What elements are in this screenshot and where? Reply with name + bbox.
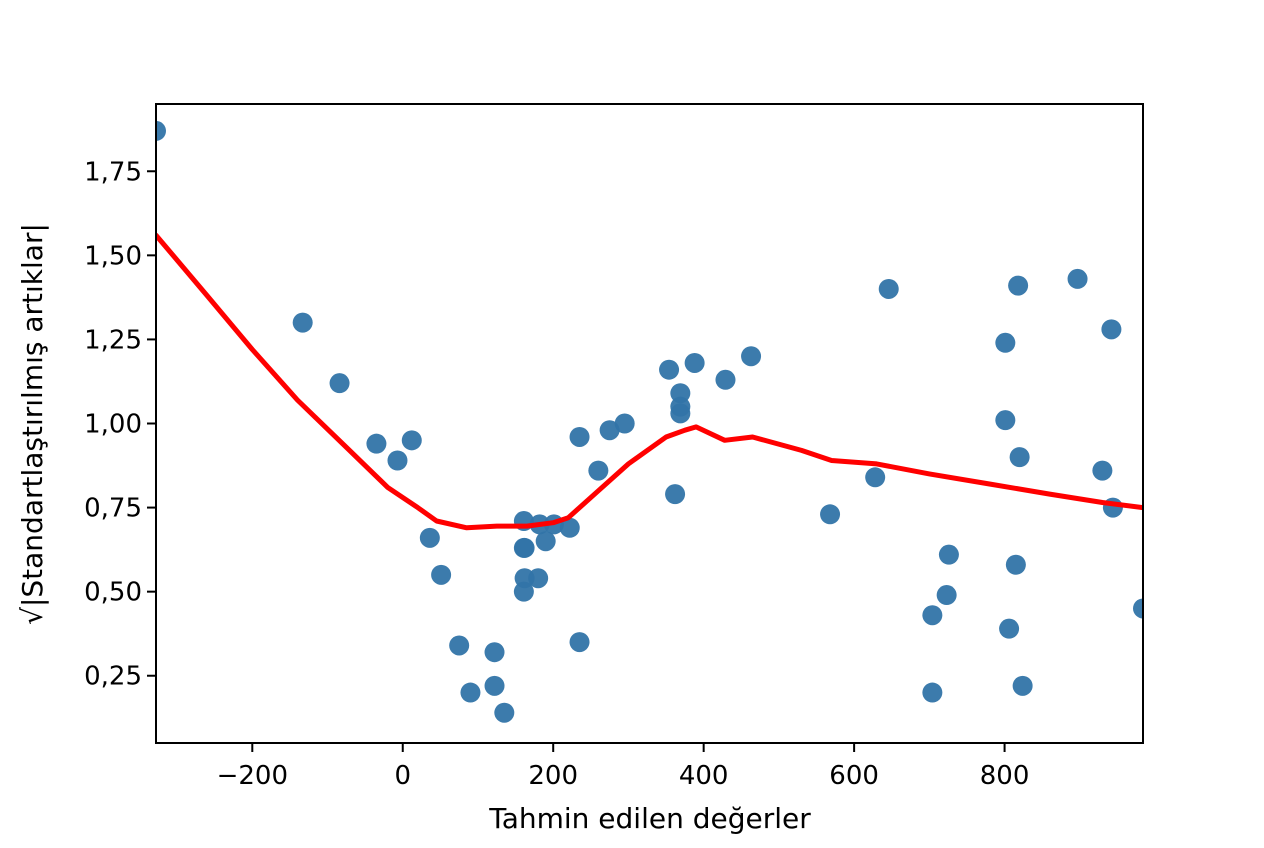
y-tick-label: 0,50: [84, 578, 142, 608]
data-point: [559, 517, 580, 538]
data-point: [569, 426, 590, 447]
data-point: [599, 420, 620, 441]
data-point: [865, 467, 886, 488]
data-point: [878, 278, 899, 299]
x-tick-label: −200: [217, 761, 288, 791]
y-axis-label: √|Standartlaştırılmış artıklar|: [16, 223, 49, 625]
data-point: [484, 675, 505, 696]
y-tick-label: 0,75: [84, 494, 142, 524]
data-point: [513, 581, 534, 602]
data-point: [936, 585, 957, 606]
data-point: [156, 120, 166, 141]
data-point: [670, 403, 691, 424]
data-point: [431, 564, 452, 585]
y-axis-label-text: √|Standartlaştırılmış artıklar|: [16, 223, 49, 625]
data-point: [1012, 675, 1033, 696]
data-point: [1008, 275, 1029, 296]
data-point: [1092, 460, 1113, 481]
data-point: [292, 312, 313, 333]
data-point: [1005, 554, 1026, 575]
data-point: [999, 618, 1020, 639]
data-point: [938, 544, 959, 565]
data-point: [659, 359, 680, 380]
data-point: [387, 450, 408, 471]
data-point: [569, 632, 590, 653]
data-point: [741, 346, 762, 367]
x-axis: −200 0 200 400 600 800: [217, 743, 1030, 791]
data-point: [715, 369, 736, 390]
x-tick-label: 0: [394, 761, 411, 791]
data-point: [995, 332, 1016, 353]
data-point: [1009, 447, 1030, 468]
data-point: [514, 537, 535, 558]
data-point: [922, 682, 943, 703]
data-point: [528, 568, 549, 589]
data-point: [588, 460, 609, 481]
y-tick-label: 0,25: [84, 662, 142, 692]
data-point: [922, 605, 943, 626]
x-tick-label: 800: [980, 761, 1030, 791]
y-tick-label: 1,25: [84, 325, 142, 355]
data-point: [995, 410, 1016, 431]
y-tick-label: 1,50: [84, 241, 142, 271]
data-point: [1133, 598, 1143, 619]
data-point: [535, 531, 556, 552]
x-tick-label: 400: [679, 761, 729, 791]
x-axis-label: Tahmin edilen değerler: [488, 802, 811, 835]
data-point: [484, 642, 505, 663]
data-point: [1101, 319, 1122, 340]
data-point: [820, 504, 841, 525]
data-point: [419, 527, 440, 548]
data-point: [449, 635, 470, 656]
x-tick-label: 600: [829, 761, 879, 791]
lowess-line: [156, 232, 1143, 531]
data-point: [665, 484, 686, 505]
data-point: [401, 430, 422, 451]
data-point: [366, 433, 387, 454]
y-axis: 0,25 0,50 0,75 1,00 1,25 1,50 1,75: [84, 157, 156, 692]
y-tick-label: 1,75: [84, 157, 142, 187]
data-point: [614, 413, 635, 434]
data-point: [684, 352, 705, 373]
x-tick-label: 200: [528, 761, 578, 791]
data-point: [1067, 268, 1088, 289]
data-point: [329, 373, 350, 394]
data-point: [460, 682, 481, 703]
plot-area: [156, 120, 1143, 723]
data-point: [494, 702, 515, 723]
y-tick-label: 1,00: [84, 410, 142, 440]
